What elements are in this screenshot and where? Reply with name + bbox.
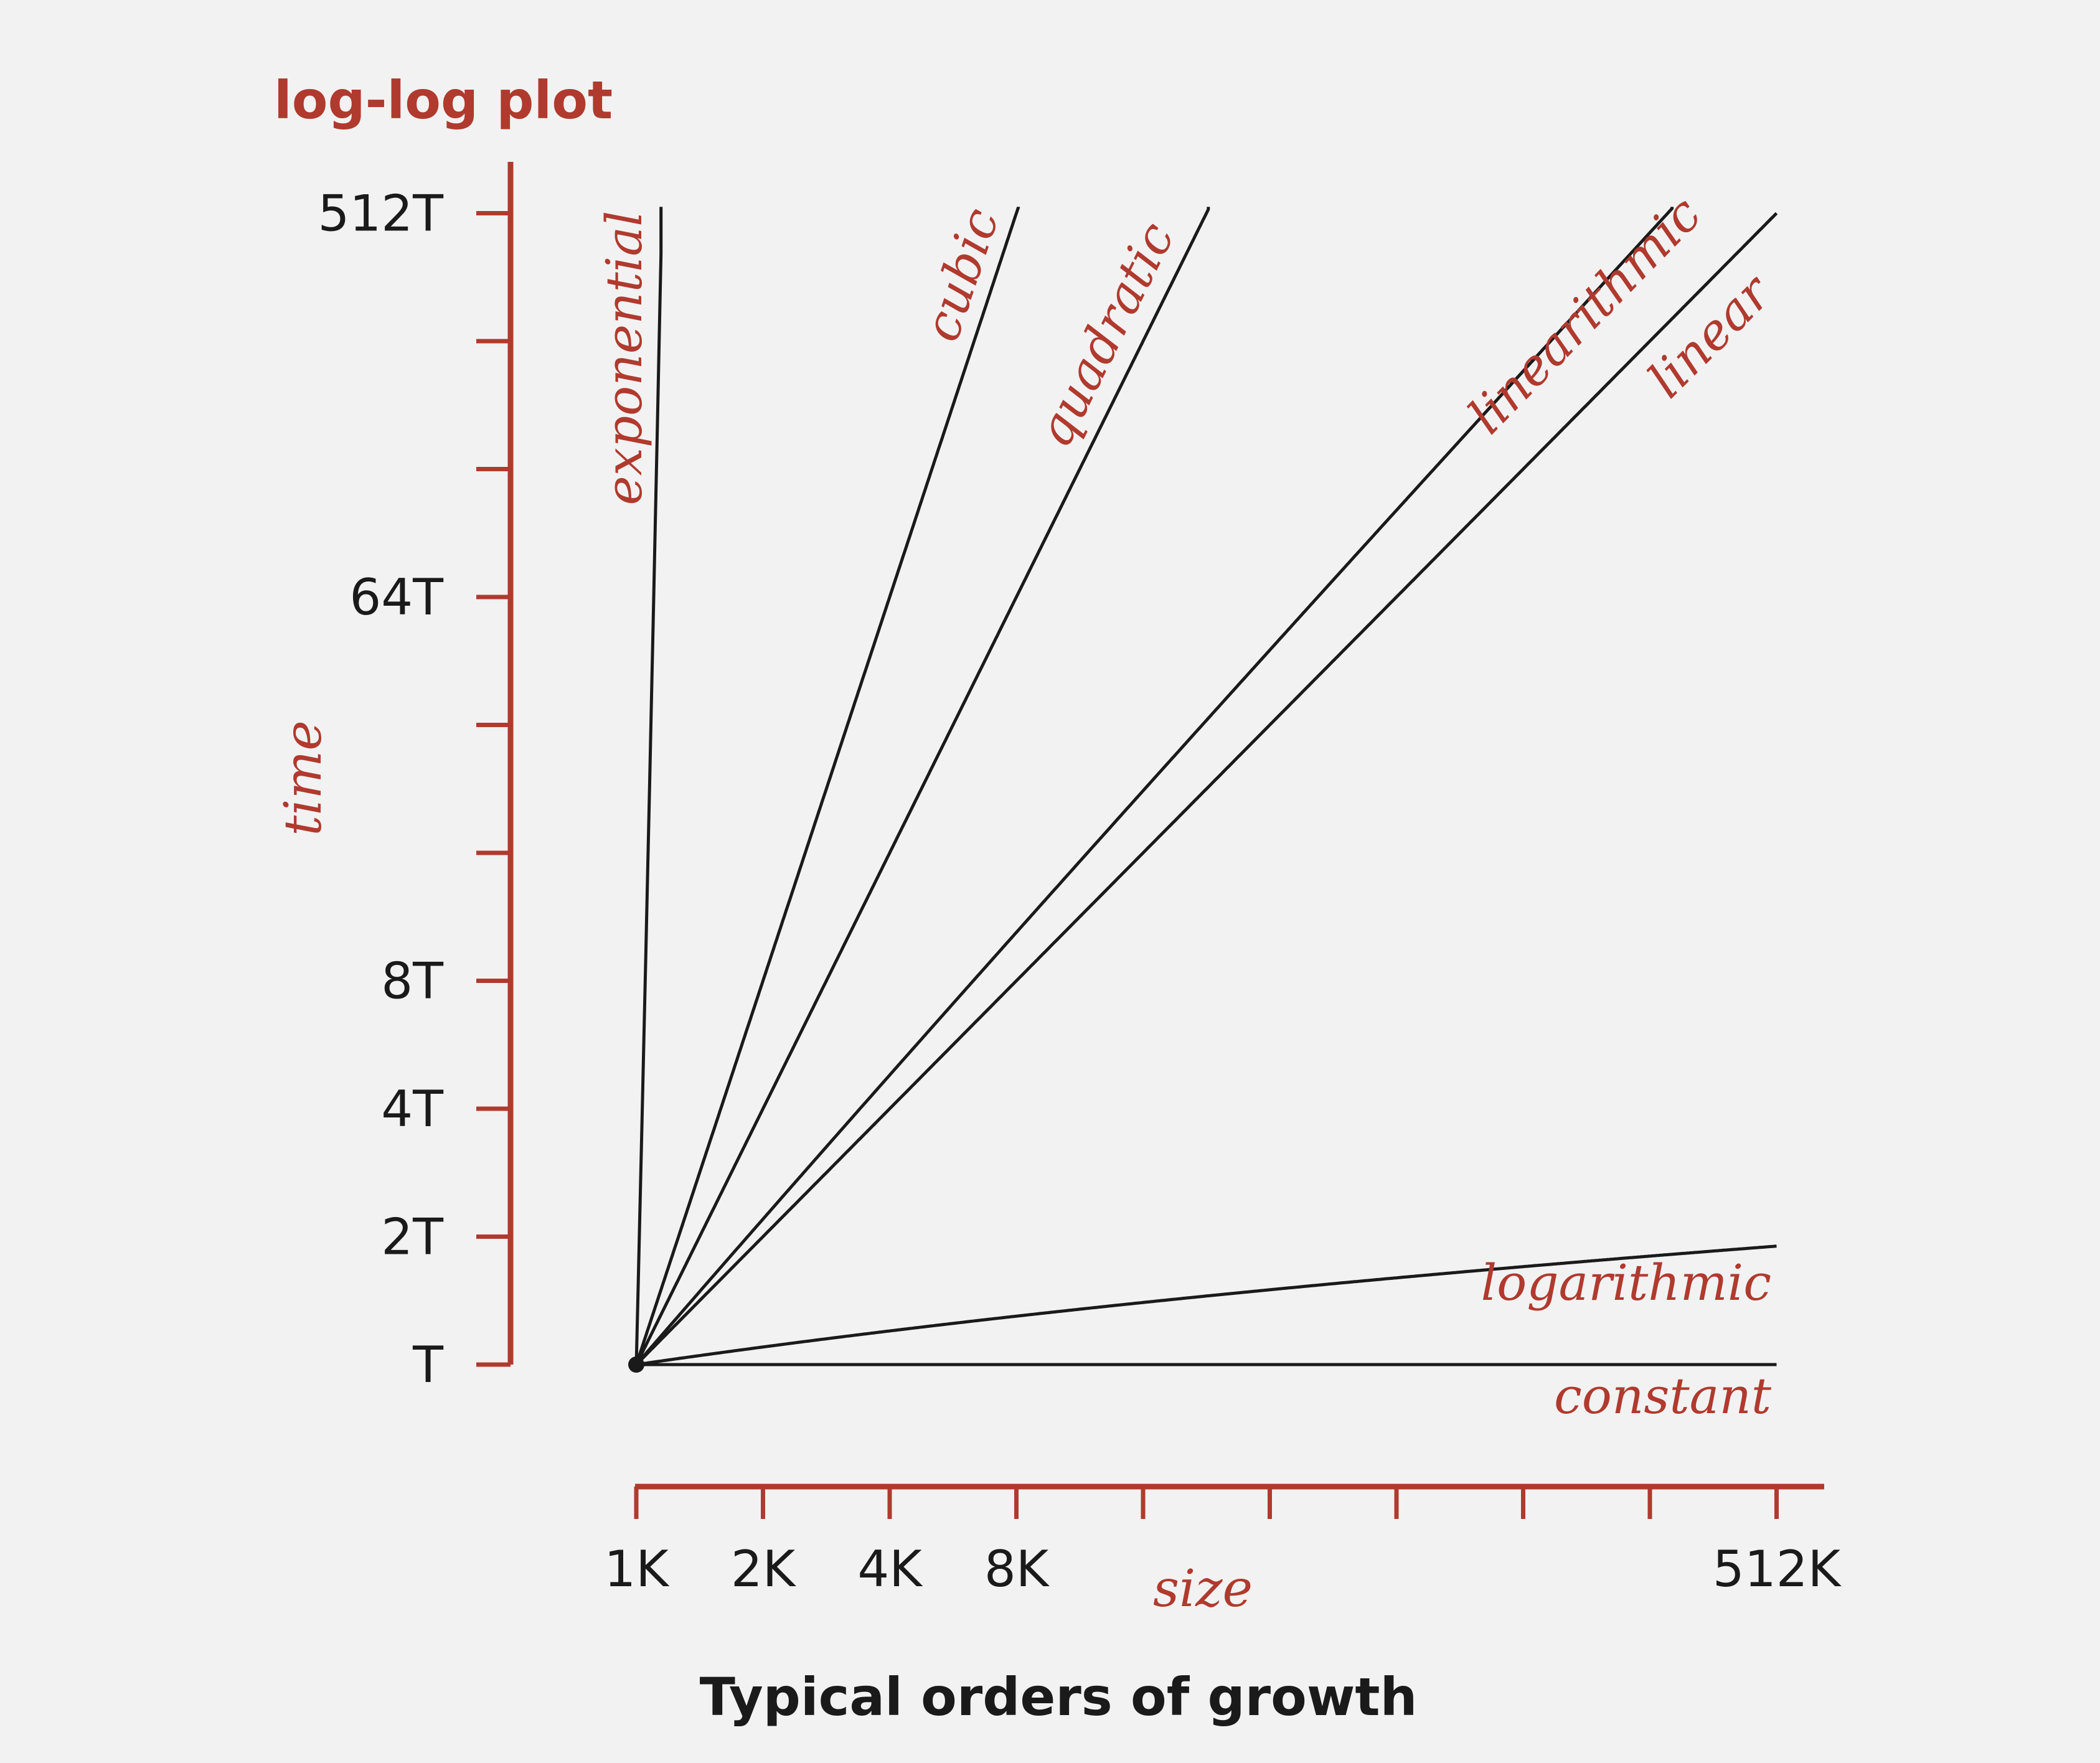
x-ticks: 1K 2K 4K 8K 512K xyxy=(604,1487,1842,1598)
chart-title: log-log plot xyxy=(274,70,613,131)
y-tick-label: 4T xyxy=(381,1080,444,1138)
x-tick-label: 2K xyxy=(731,1540,797,1598)
series-line-exponential xyxy=(634,207,663,1365)
x-tick-label: 8K xyxy=(984,1540,1050,1598)
origin-point xyxy=(628,1356,644,1373)
series-label-exponential: exponential xyxy=(595,210,653,505)
series-line-linearithmic xyxy=(635,207,1674,1366)
figure-caption: Typical orders of growth xyxy=(700,1667,1418,1728)
series-label-constant: constant xyxy=(1554,1367,1772,1425)
y-ticks: T 2T 4T 8T 64T 512T xyxy=(318,185,511,1394)
y-tick-label: T xyxy=(412,1336,444,1394)
y-tick-label: 2T xyxy=(381,1208,444,1266)
series-label-linear: linear xyxy=(1637,262,1784,409)
x-axis-label: size xyxy=(1153,1559,1253,1619)
x-tick-label: 4K xyxy=(857,1540,923,1598)
y-axis-label: time xyxy=(274,720,333,835)
series-line-linear xyxy=(635,212,1778,1366)
series-line-logarithmic xyxy=(636,1244,1777,1366)
series-line-cubic xyxy=(634,207,1020,1365)
y-tick-label: 512T xyxy=(318,185,444,243)
y-axis: T 2T 4T 8T 64T 512T xyxy=(318,162,514,1394)
y-tick-label: 64T xyxy=(349,568,444,626)
y-tick-label: 8T xyxy=(381,952,444,1010)
series-lines xyxy=(634,207,1778,1366)
x-tick-label: 512K xyxy=(1713,1540,1842,1598)
x-tick-label: 1K xyxy=(604,1540,670,1598)
series-label-logarithmic: logarithmic xyxy=(1481,1254,1771,1312)
x-axis: 1K 2K 4K 8K 512K xyxy=(604,1483,1842,1598)
series-line-quadratic xyxy=(634,207,1210,1366)
